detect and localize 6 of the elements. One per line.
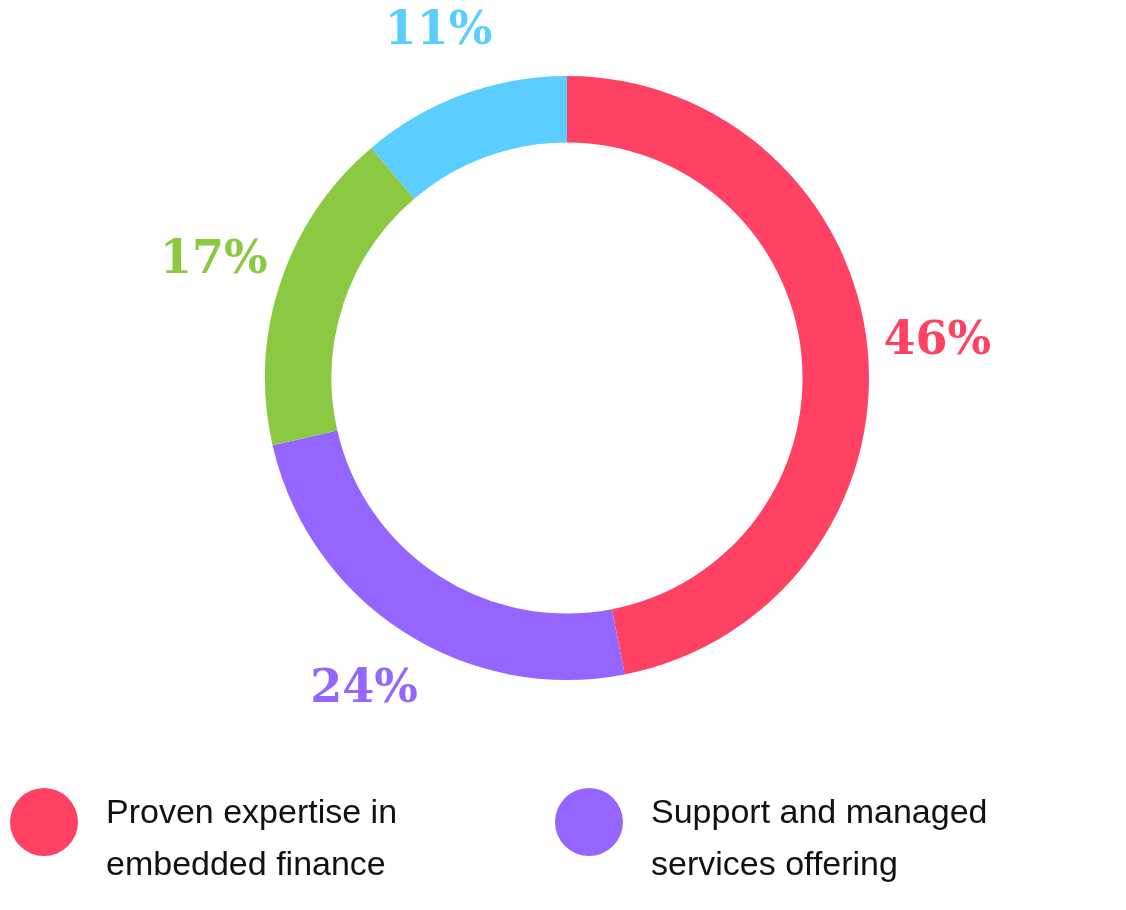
data-label: 46% xyxy=(883,311,992,366)
data-label: 11% xyxy=(384,0,493,55)
data-label: 24% xyxy=(310,658,418,713)
legend-label: Support and managed services offering xyxy=(651,791,989,884)
data-label: 17% xyxy=(160,229,268,284)
legend-label: Proven expertise in embedded finance xyxy=(106,791,399,884)
